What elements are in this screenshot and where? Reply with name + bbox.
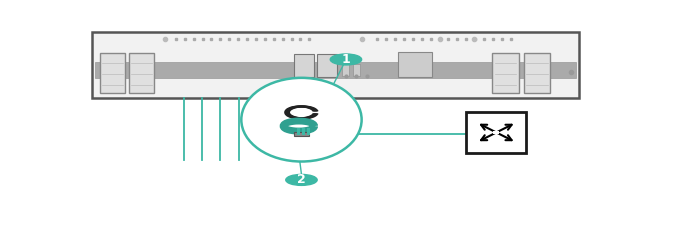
Text: 1: 1 [342,53,350,66]
Bar [353,64,360,76]
Circle shape [286,174,317,185]
Bar [342,64,349,76]
Bar [92,32,578,98]
Bar [466,112,526,153]
Bar [302,128,305,135]
Bar [524,53,550,92]
Bar [95,62,576,78]
Circle shape [330,54,362,65]
Bar [294,132,309,136]
Bar [306,128,310,135]
Text: 2: 2 [297,173,306,187]
Bar [100,53,125,92]
Bar [493,131,500,134]
Bar [398,52,432,77]
Bar [297,128,300,135]
Bar [129,53,154,92]
Bar [493,53,518,92]
Bar [317,54,337,77]
Ellipse shape [241,78,362,162]
Bar [294,54,313,77]
